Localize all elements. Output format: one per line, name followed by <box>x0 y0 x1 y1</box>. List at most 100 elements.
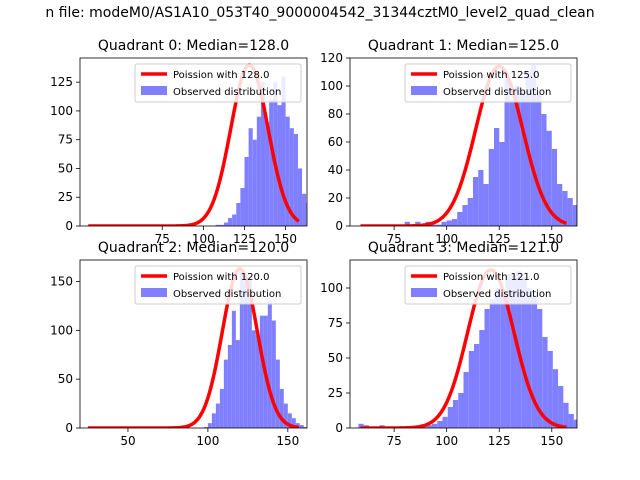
histogram-bar <box>483 184 489 226</box>
histogram-bar <box>275 359 280 428</box>
histogram-bar <box>271 320 276 428</box>
histogram-bar <box>451 219 458 226</box>
legend-box <box>134 265 302 305</box>
histogram-bar <box>542 337 548 428</box>
legend-hist-swatch <box>141 288 167 297</box>
histogram-bar <box>306 202 307 226</box>
histogram-bar <box>488 149 494 226</box>
histogram-bar <box>536 93 542 226</box>
y-tick-label: 40 <box>328 163 343 177</box>
x-tick-label: 150 <box>540 232 563 246</box>
histogram-bar <box>281 76 286 226</box>
legend-hist-label: Observed distribution <box>443 87 551 98</box>
histogram-bar <box>211 413 216 428</box>
legend-curve-label: Poission with 121.0 <box>443 272 539 283</box>
histogram-bar <box>530 65 537 226</box>
histogram-bar <box>219 388 224 428</box>
histogram-bar <box>223 359 228 428</box>
quadrant-3-panel: 75 100 125 150 0 25 50 75 100 Quadrant 3: Median=… <box>320 240 595 448</box>
x-tick-label: 50 <box>120 434 135 448</box>
legend-hist-swatch <box>141 86 167 95</box>
y-tick-label: 80 <box>328 107 343 121</box>
histogram-bar <box>299 425 304 428</box>
histogram-bar <box>462 205 468 226</box>
y-tick-label: 20 <box>328 191 343 205</box>
y-tick-label: 100 <box>50 323 73 337</box>
histogram-bar <box>573 419 577 428</box>
histogram-bar <box>303 427 307 428</box>
histogram-bar <box>463 372 469 428</box>
x-tick-label: 75 <box>155 232 170 246</box>
legend-box <box>404 265 572 305</box>
y-tick-label: 75 <box>328 316 343 330</box>
histogram-bar <box>308 427 312 428</box>
histogram-bar <box>404 221 410 226</box>
histogram-bar <box>203 427 208 428</box>
histogram-bar <box>285 116 290 226</box>
histogram-bar <box>310 214 314 226</box>
histogram-bar <box>578 215 583 226</box>
panel-title: Quadrant 3: Median=121.0 <box>368 240 559 256</box>
histogram-bar <box>251 330 256 428</box>
histogram-bar <box>499 142 505 226</box>
legend: Poission with 128.0 Observed distribution <box>134 63 302 103</box>
histogram-bar <box>521 276 527 428</box>
histogram-bar <box>526 288 532 428</box>
histogram-bar <box>442 416 448 428</box>
histogram-bar <box>247 276 252 428</box>
histogram-bar <box>562 191 568 226</box>
histogram-bar <box>431 423 438 428</box>
histogram-bar <box>590 427 595 428</box>
histogram-bar <box>599 225 604 226</box>
histogram-bar <box>478 170 484 226</box>
histogram-bar <box>493 128 500 226</box>
histogram-bar <box>426 425 432 428</box>
y-tick-label: 75 <box>58 133 73 147</box>
legend: Poission with 120.0 Observed distribution <box>134 265 302 305</box>
histogram-bar <box>495 288 501 428</box>
histogram-bar <box>457 212 463 226</box>
histogram-bar <box>269 99 274 226</box>
histogram-bar <box>489 299 496 428</box>
legend: Poission with 121.0 Observed distribution <box>404 265 572 305</box>
histogram-bar <box>437 421 443 428</box>
histogram-bar <box>223 222 229 226</box>
y-tick-label: 125 <box>50 75 73 89</box>
histogram-bar <box>235 340 240 428</box>
legend: Poission with 125.0 Observed distribution <box>404 63 572 103</box>
histogram-bar <box>583 219 588 226</box>
legend-box <box>134 63 302 103</box>
legend-hist-swatch <box>411 86 437 95</box>
histogram-bar <box>589 222 594 226</box>
histogram-bar <box>236 202 241 226</box>
histogram-bar <box>514 86 521 226</box>
histogram-bar <box>484 309 490 428</box>
histogram-bar <box>520 91 526 226</box>
histogram-bar <box>265 122 270 226</box>
histogram-bar <box>563 402 569 428</box>
legend-hist-label: Observed distribution <box>443 289 551 300</box>
quadrant-1-panel: 75 100 125 150 0 20 40 60 80 100 120 Quadrant 1: Me… <box>320 38 604 246</box>
x-tick-label: 150 <box>274 232 297 246</box>
figure-title: n file: modeM0/AS1A10_053T40_9000004542_… <box>45 5 594 21</box>
histogram-bar <box>248 128 253 226</box>
histogram-bar <box>531 295 538 428</box>
x-tick-label: 125 <box>233 232 256 246</box>
histogram-bar <box>584 427 589 428</box>
histogram-bar <box>452 400 459 428</box>
histogram-bar <box>252 139 257 226</box>
histogram-bar <box>319 223 323 226</box>
histogram-bar <box>430 224 437 226</box>
histogram-bar <box>255 335 260 428</box>
histogram-bar <box>287 413 292 428</box>
legend-hist-label: Observed distribution <box>173 289 281 300</box>
histogram-bar <box>441 221 447 226</box>
histogram-bar <box>215 403 220 428</box>
histogram-bar <box>472 177 479 226</box>
x-tick-label: 100 <box>192 232 215 246</box>
y-tick-label: 0 <box>65 421 73 435</box>
x-tick-label: 125 <box>488 434 511 448</box>
histogram-bar <box>289 128 294 226</box>
y-tick-label: 25 <box>58 190 73 204</box>
